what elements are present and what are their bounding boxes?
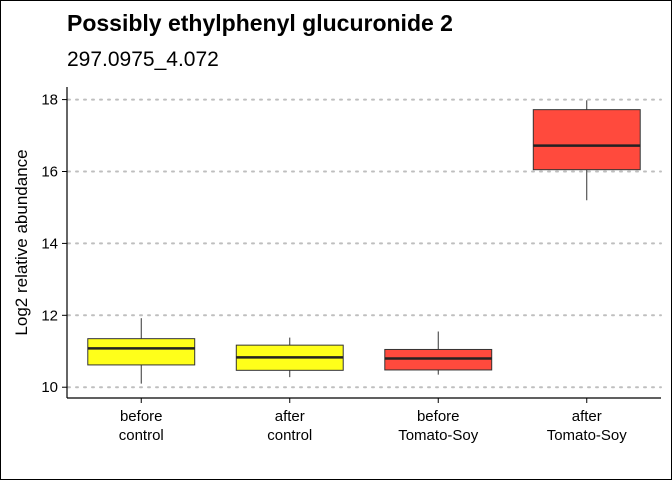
chart-subtitle: 297.0975_4.072 bbox=[67, 48, 219, 71]
box-3-body bbox=[532, 109, 641, 171]
y-tick-label-2: 14 bbox=[41, 235, 58, 252]
y-tick-label-0: 10 bbox=[41, 379, 58, 396]
y-tick-label-4: 18 bbox=[41, 92, 58, 109]
y-tick-label-1: 12 bbox=[41, 307, 58, 324]
x-tick-label-0-line-0: before bbox=[120, 408, 163, 425]
x-tick-label-3-line-0: after bbox=[572, 408, 602, 425]
x-tick-label-1-line-1: control bbox=[267, 427, 312, 444]
x-tick-label-1-line-0: after bbox=[275, 408, 305, 425]
x-tick-label-0-line-1: control bbox=[119, 427, 164, 444]
y-axis-title: Log2 relative abundance bbox=[12, 149, 31, 335]
x-tick-label-2-line-0: before bbox=[417, 408, 460, 425]
x-tick-label-2-line-1: Tomato-Soy bbox=[398, 427, 479, 444]
x-tick-label-3-line-1: Tomato-Soy bbox=[547, 427, 628, 444]
y-tick-label-3: 16 bbox=[41, 163, 58, 180]
box-2-body bbox=[384, 348, 493, 371]
chart-title: Possibly ethylphenyl glucuronide 2 bbox=[67, 10, 453, 36]
box-0-body bbox=[87, 338, 196, 366]
